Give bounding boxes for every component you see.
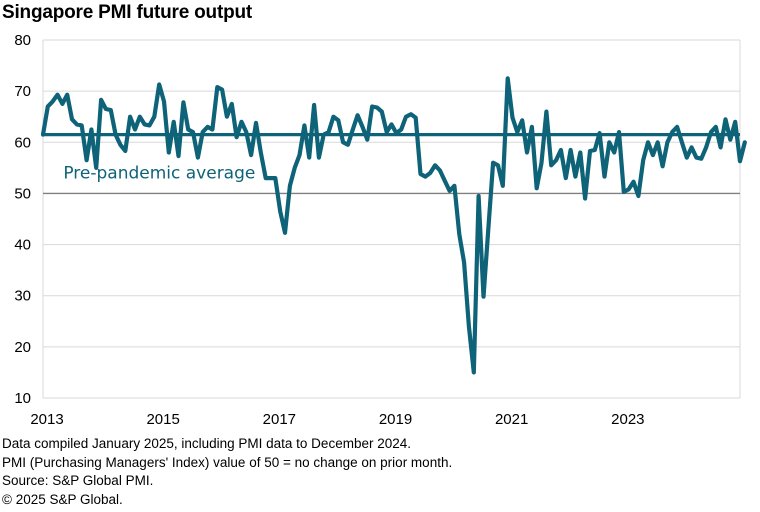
y-axis-ticks: 10 20 30 40 50 60 70 80 xyxy=(14,32,31,407)
y-tick-label-60: 60 xyxy=(14,134,31,151)
footnotes: Data compiled January 2025, including PM… xyxy=(2,435,452,509)
y-tick-label-50: 50 xyxy=(14,185,31,202)
footnote-compiled: Data compiled January 2025, including PM… xyxy=(2,436,411,451)
y-tick-label-10: 10 xyxy=(14,390,31,407)
x-tick-label-2017: 2017 xyxy=(263,411,296,428)
annotations: Pre-pandemic average xyxy=(63,164,255,184)
x-tick-label-2021: 2021 xyxy=(495,411,528,428)
y-tick-label-40: 40 xyxy=(14,237,31,254)
y-tick-label-20: 20 xyxy=(14,339,31,356)
x-tick-label-2019: 2019 xyxy=(379,411,412,428)
footnote-definition: PMI (Purchasing Managers' Index) value o… xyxy=(2,454,453,470)
x-tick-label-2013: 2013 xyxy=(30,411,63,428)
chart-title: Singapore PMI future output xyxy=(2,2,253,23)
x-axis-ticks: 2013 2015 2017 2019 2021 2023 xyxy=(30,411,644,428)
x-tick-label-2015: 2015 xyxy=(146,411,179,428)
annotation-pre-pandemic-average: Pre-pandemic average xyxy=(63,164,255,184)
series-line-future-output xyxy=(40,76,747,375)
x-tick-label-2023: 2023 xyxy=(611,411,644,428)
gridlines xyxy=(42,39,741,399)
y-tick-label-30: 30 xyxy=(14,288,31,305)
y-tick-label-70: 70 xyxy=(14,83,31,100)
footnote-source: Source: S&P Global PMI. xyxy=(2,473,154,489)
y-tick-label-80: 80 xyxy=(14,32,31,49)
footnote-copyright: © 2025 S&P Global. xyxy=(2,491,123,507)
line-chart: 10 20 30 40 50 60 70 80 2013 2015 2017 2019 2021 202… xyxy=(14,32,747,428)
